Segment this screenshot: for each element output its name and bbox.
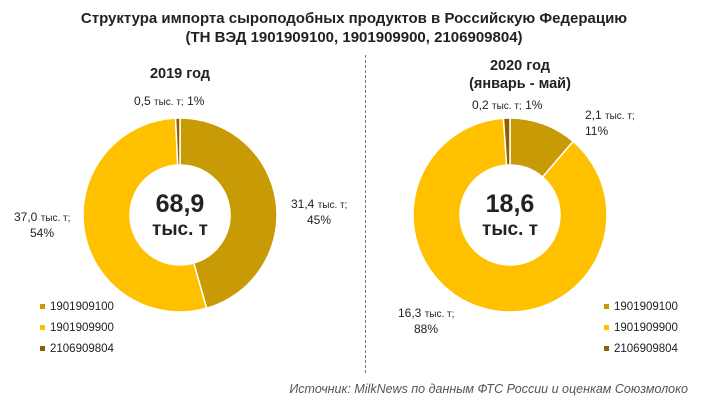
center-total-2020: 18,6 тыс. т	[465, 190, 555, 242]
center-value: 18,6	[485, 190, 535, 218]
data-label-2019-1901909100: 31,4 тыс. т; 45%	[291, 197, 348, 227]
data-label-2020-2106909804: 0,2 тыс. т; 1%	[472, 98, 543, 112]
source-note: Источник: MilkNews по данным ФТС России …	[289, 382, 688, 396]
slice-1901909100	[179, 117, 278, 310]
legend-swatch	[604, 325, 609, 330]
slice-1901909900	[82, 117, 208, 313]
chart-title: Структура импорта сыроподобных продуктов…	[0, 9, 708, 47]
legend-2020: 1901909100 1901909900 2106909804	[604, 296, 678, 359]
center-unit: тыс. т	[152, 219, 208, 240]
center-total-2019: 68,9 тыс. т	[135, 190, 225, 242]
legend-item: 2106909804	[40, 338, 114, 359]
legend-swatch	[40, 346, 45, 351]
legend-swatch	[40, 304, 45, 309]
legend-item: 1901909100	[40, 296, 114, 317]
legend-swatch	[604, 304, 609, 309]
data-label-2020-1901909100: 2,1 тыс. т; 11%	[585, 108, 635, 138]
center-unit: тыс. т	[482, 219, 538, 240]
legend-item: 1901909900	[40, 317, 114, 338]
legend-swatch	[604, 346, 609, 351]
center-value: 68,9	[155, 190, 205, 218]
panel-divider	[365, 55, 366, 373]
data-label-2019-2106909804: 0,5 тыс. т; 1%	[134, 94, 205, 108]
legend-item: 1901909900	[604, 317, 678, 338]
chart-title-line2: (ТН ВЭД 1901909100, 1901909900, 21069098…	[185, 29, 523, 46]
slice-2106909804	[502, 117, 511, 166]
legend-swatch	[40, 325, 45, 330]
slice-2106909804	[174, 117, 181, 166]
data-label-2019-1901909900: 37,0 тыс. т; 54%	[14, 210, 71, 240]
data-label-2020-1901909900: 16,3 тыс. т; 88%	[398, 306, 455, 336]
panel-2019-title: 2019 год	[149, 66, 210, 82]
legend-item: 1901909100	[604, 296, 678, 317]
legend-2019: 1901909100 1901909900 2106909804	[40, 296, 114, 359]
slice-1901909900	[412, 117, 608, 313]
legend-item: 2106909804	[604, 338, 678, 359]
chart-title-line1: Структура импорта сыроподобных продуктов…	[80, 10, 628, 27]
panel-2020-title: 2020 год (январь - май)	[469, 58, 571, 92]
